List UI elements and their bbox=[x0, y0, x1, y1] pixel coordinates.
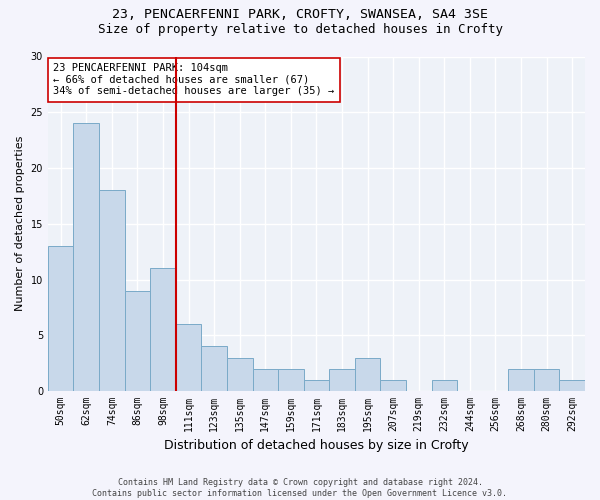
Bar bbox=[559, 380, 585, 391]
Bar bbox=[125, 290, 150, 391]
Bar bbox=[176, 324, 202, 391]
Bar bbox=[202, 346, 227, 391]
Bar bbox=[534, 369, 559, 391]
Bar bbox=[278, 369, 304, 391]
Bar bbox=[48, 246, 73, 391]
Text: 23, PENCAERFENNI PARK, CROFTY, SWANSEA, SA4 3SE: 23, PENCAERFENNI PARK, CROFTY, SWANSEA, … bbox=[112, 8, 488, 20]
Bar bbox=[150, 268, 176, 391]
Bar bbox=[99, 190, 125, 391]
Bar bbox=[380, 380, 406, 391]
Bar bbox=[431, 380, 457, 391]
Bar bbox=[253, 369, 278, 391]
Bar bbox=[227, 358, 253, 391]
Bar bbox=[355, 358, 380, 391]
X-axis label: Distribution of detached houses by size in Crofty: Distribution of detached houses by size … bbox=[164, 440, 469, 452]
Bar bbox=[73, 124, 99, 391]
Text: Size of property relative to detached houses in Crofty: Size of property relative to detached ho… bbox=[97, 22, 503, 36]
Bar bbox=[304, 380, 329, 391]
Bar bbox=[508, 369, 534, 391]
Text: Contains HM Land Registry data © Crown copyright and database right 2024.
Contai: Contains HM Land Registry data © Crown c… bbox=[92, 478, 508, 498]
Y-axis label: Number of detached properties: Number of detached properties bbox=[15, 136, 25, 312]
Bar bbox=[329, 369, 355, 391]
Text: 23 PENCAERFENNI PARK: 104sqm
← 66% of detached houses are smaller (67)
34% of se: 23 PENCAERFENNI PARK: 104sqm ← 66% of de… bbox=[53, 63, 335, 96]
